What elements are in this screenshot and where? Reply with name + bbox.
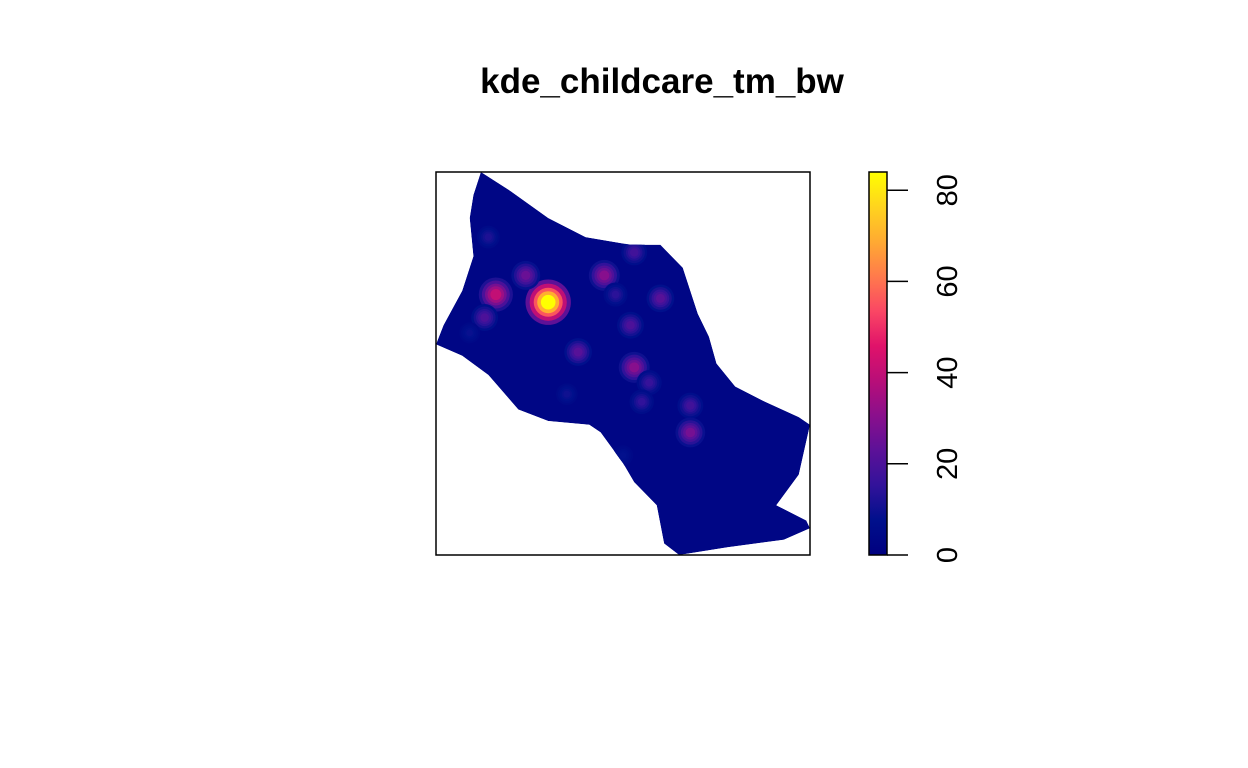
density-peak-0-level-4 bbox=[540, 294, 556, 310]
density-peak-2-level-4 bbox=[480, 313, 489, 322]
density-peak-18-level-4 bbox=[563, 390, 571, 398]
density-peak-8-level-4 bbox=[626, 320, 635, 330]
legend-tick-label-80: 80 bbox=[932, 174, 964, 206]
density-peak-12-level-4 bbox=[686, 401, 695, 410]
chart-title: kde_childcare_tm_bw bbox=[480, 62, 845, 101]
density-peak-7-level-4 bbox=[655, 293, 665, 303]
density-peak-16-level-4 bbox=[466, 329, 474, 337]
plot-frame bbox=[435, 171, 811, 556]
legend-tick-label-20: 20 bbox=[932, 448, 964, 480]
density-peak-10-level-4 bbox=[629, 362, 640, 373]
density-peak-13-level-4 bbox=[685, 427, 696, 438]
density-peak-5-level-4 bbox=[630, 248, 639, 257]
density-peak-11-level-4 bbox=[645, 378, 654, 387]
density-peak-14-level-4 bbox=[637, 397, 646, 406]
legend-color-bar bbox=[869, 172, 887, 555]
color-legend: 0 20 40 60 80 bbox=[868, 171, 964, 563]
legend-tick-label-0: 0 bbox=[932, 547, 964, 563]
density-peak-6-level-4 bbox=[611, 290, 620, 299]
density-peak-9-level-4 bbox=[573, 347, 583, 357]
legend-tick-label-40: 40 bbox=[932, 356, 964, 388]
density-peak-4-level-4 bbox=[599, 270, 610, 281]
legend-tick-label-60: 60 bbox=[932, 265, 964, 297]
density-peak-1-level-4 bbox=[490, 289, 502, 301]
density-peak-3-level-4 bbox=[521, 270, 531, 281]
density-peak-17-level-4 bbox=[619, 452, 627, 459]
legend-frame bbox=[868, 171, 888, 556]
density-peak-15-level-4 bbox=[484, 233, 493, 241]
